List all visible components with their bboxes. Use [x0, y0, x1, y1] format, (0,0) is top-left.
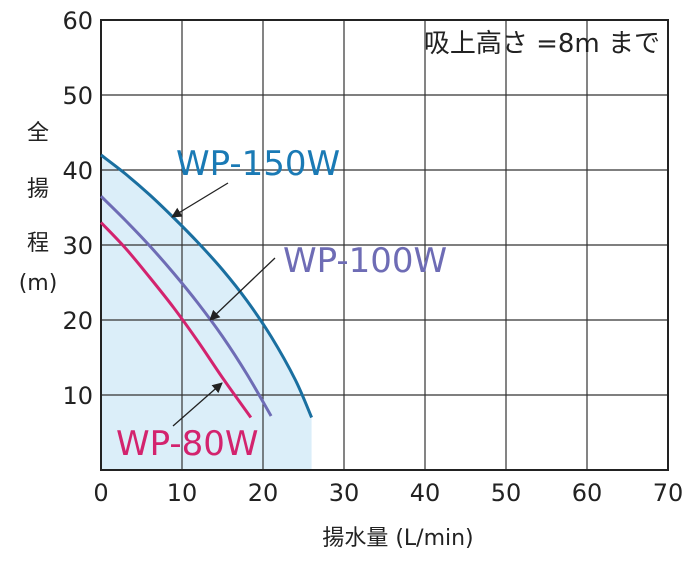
series-line-wp-80w [99, 221, 253, 419]
y-axis-label-part: 揚 [27, 177, 49, 202]
x-tick-label: 0 [93, 479, 108, 507]
series-curves [99, 153, 313, 419]
y-axis-label: 全揚程 (m) [19, 121, 58, 296]
y-tick-label: 20 [62, 307, 93, 335]
label-pointer-arrow [209, 257, 276, 321]
label-arrows [171, 182, 276, 427]
series-label-wp-150w: WP-150W [176, 144, 340, 184]
x-tick-label: 20 [248, 479, 279, 507]
series-line-wp-150w [100, 153, 313, 419]
x-tick-label: 60 [572, 479, 603, 507]
y-axis-label-part: 全 [27, 121, 49, 146]
y-tick-label: 60 [62, 7, 93, 35]
series-line-wp-100w [99, 195, 273, 417]
y-axis-label-part: (m) [19, 271, 58, 296]
plot-frame [100, 19, 669, 471]
x-axis-label: 揚水量 (L/min) [322, 526, 473, 551]
x-tick-label: 40 [410, 479, 441, 507]
y-tick-label: 30 [62, 232, 93, 260]
x-tick-label: 30 [329, 479, 360, 507]
y-tick-label: 40 [62, 157, 93, 185]
suction-height-note: 吸上高さ =8m まで [424, 29, 660, 59]
series-label-wp-100w: WP-100W [283, 241, 447, 281]
y-tick-label: 10 [62, 382, 93, 410]
y-axis-label-part: 程 [27, 231, 49, 256]
label-pointer-arrow [172, 382, 223, 427]
x-tick-label: 50 [491, 479, 522, 507]
series-label-wp-80w: WP-80W [116, 424, 259, 464]
y-tick-label: 50 [62, 82, 93, 110]
grid [101, 20, 668, 470]
x-tick-label: 10 [167, 479, 198, 507]
x-tick-labels: 0 10 20 30 40 50 60 70 [93, 479, 683, 507]
x-tick-label: 70 [653, 479, 684, 507]
label-pointer-arrow [171, 182, 229, 218]
y-tick-labels: 10 20 30 40 50 60 [62, 7, 93, 410]
